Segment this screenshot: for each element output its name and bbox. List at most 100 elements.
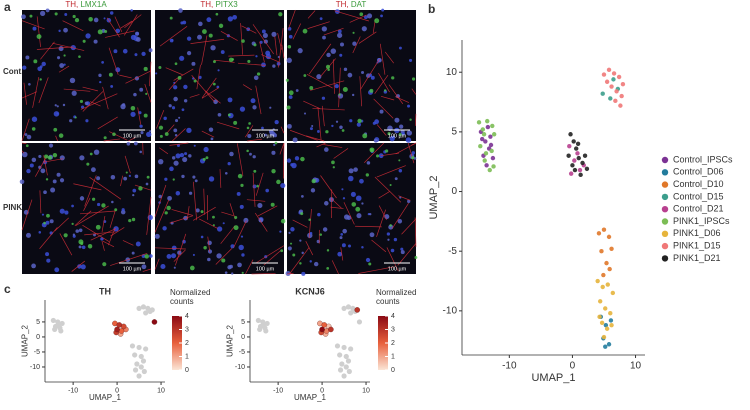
panel-label: a [4, 0, 11, 14]
nucleus [390, 248, 395, 253]
nucleus [324, 201, 329, 206]
colorbar-tick-label: 2 [391, 340, 395, 347]
legend-label: PINK1_D15 [673, 240, 721, 250]
cell [143, 310, 149, 316]
fiber [245, 259, 254, 275]
fiber [156, 109, 165, 129]
plot-title: KCNJ6 [295, 286, 325, 296]
nucleus [232, 14, 238, 20]
fiber [23, 82, 27, 105]
fiber [255, 85, 262, 115]
cell [343, 364, 349, 370]
fiber [193, 181, 197, 221]
fiber [109, 131, 128, 141]
point [618, 103, 623, 108]
green-cell [54, 12, 58, 16]
nucleus [407, 199, 411, 204]
nucleus [265, 188, 270, 193]
x-axis-label: UMAP_1 [294, 393, 327, 402]
scale-bar-label: 100 µm [123, 266, 142, 272]
fiber [257, 205, 278, 217]
green-cell [357, 118, 362, 124]
green-cell [247, 59, 251, 64]
scale-bar-label: 100 µm [388, 266, 407, 272]
fiber [146, 196, 152, 235]
nucleus [351, 93, 355, 97]
fiber [83, 197, 91, 212]
nucleus [123, 176, 128, 181]
nucleus [337, 251, 343, 257]
point [482, 158, 487, 163]
green-cell [233, 225, 239, 231]
green-cell [285, 78, 289, 82]
nucleus [216, 253, 222, 259]
y-axis-label: UMAP_2 [21, 324, 30, 357]
nucleus [113, 49, 118, 54]
green-cell [286, 105, 291, 110]
fiber [331, 260, 339, 275]
nucleus [210, 45, 216, 51]
nucleus [269, 106, 272, 109]
nucleus [400, 250, 405, 255]
green-cell [240, 183, 244, 188]
fiber [90, 228, 116, 241]
colorbar-tick-label: 1 [391, 353, 395, 360]
nucleus [40, 10, 46, 16]
fiber [247, 138, 263, 142]
nucleus [58, 29, 61, 33]
fiber [380, 152, 399, 157]
fiber [376, 209, 387, 237]
y-tick-label: 5 [451, 127, 457, 138]
fiber [289, 247, 310, 275]
point [483, 151, 489, 156]
nucleus [121, 208, 125, 212]
red-marker: TH, [65, 0, 78, 9]
colorbar-tick-label: 0 [391, 367, 395, 374]
scale-bar-label: 100 µm [388, 133, 407, 139]
fiber [220, 31, 238, 41]
nucleus [38, 154, 42, 159]
fiber [242, 84, 252, 91]
nucleus [158, 194, 163, 199]
green-cell [53, 127, 58, 132]
fiber [172, 128, 186, 142]
green-cell [33, 59, 38, 64]
fiber [201, 77, 217, 99]
nucleus [334, 83, 339, 89]
legend-label: Control_D06 [673, 167, 724, 177]
nucleus [63, 27, 68, 33]
green-cell [362, 133, 368, 139]
green-cell [202, 29, 207, 34]
nucleus [317, 212, 321, 217]
fiber [378, 191, 390, 199]
micrograph: 100 µm [21, 8, 153, 142]
fiber [308, 208, 312, 239]
green-marker: DAT [351, 0, 367, 9]
micrograph: 100 µm [19, 141, 153, 274]
green-cell [172, 178, 175, 181]
nucleus [167, 195, 172, 201]
green-cell [164, 132, 169, 136]
nucleus [401, 132, 405, 136]
nucleus [192, 253, 195, 256]
nucleus [80, 264, 86, 270]
fiber [82, 86, 98, 92]
nucleus [339, 236, 343, 240]
nucleus [191, 61, 196, 66]
nucleus [29, 163, 34, 168]
green-cell [341, 129, 345, 132]
row-label: PINK1 [3, 203, 27, 212]
nucleus [241, 253, 245, 257]
nucleus [368, 73, 372, 77]
nucleus [322, 227, 328, 232]
fiber [40, 41, 55, 60]
nucleus [70, 44, 76, 51]
nucleus [340, 233, 344, 236]
nucleus [406, 130, 413, 136]
fiber [323, 144, 343, 148]
micrograph: 100 µm [154, 141, 286, 275]
nucleus [173, 266, 176, 269]
nucleus [64, 210, 69, 215]
fiber [103, 138, 121, 142]
fiber [306, 74, 333, 89]
